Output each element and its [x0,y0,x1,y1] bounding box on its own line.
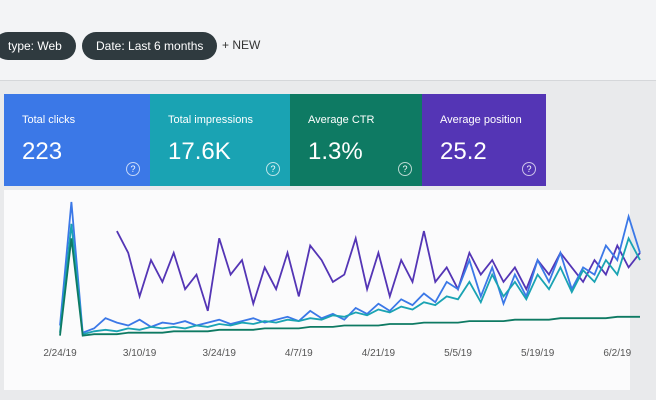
metric-value: 17.6K [168,138,231,165]
help-icon: ? [126,162,140,176]
new-label: NEW [232,38,261,52]
chart-background [4,190,630,390]
metric-value: 223 [22,138,63,165]
filter-chip[interactable]: type: Web [0,32,76,60]
series-line [59,238,640,337]
metric-card[interactable]: Average CTR 1.3%? [290,94,422,186]
x-tick-label: 3/10/19 [123,348,157,359]
metric-value: 25.2 [440,138,487,165]
filter-chip[interactable]: Date: Last 6 months [82,32,218,60]
x-tick-label: 6/2/19 [603,348,631,359]
metric-label: Average CTR [308,114,375,126]
metric-label: Total impressions [168,114,253,126]
metric-card[interactable]: Total impressions 17.6K? [150,94,290,186]
metric-value: 1.3% [308,138,363,165]
metric-card[interactable]: Average position 25.2? [422,94,546,186]
help-icon: ? [266,162,280,176]
chart: 2/24/19 3/10/19 3/24/19 4/7/19 4/21/19 5/5/19… [4,190,641,390]
metric-label: Total clicks [22,114,76,126]
metric-card[interactable]: Total clicks 223? [4,94,150,186]
metric-label: Average position [440,114,522,126]
new-button[interactable]: + NEW [222,38,261,52]
x-tick-label: 2/24/19 [43,348,77,359]
series-line [116,230,641,312]
x-tick-label: 5/5/19 [444,348,472,359]
series-line [59,223,641,336]
x-tick-label: 4/21/19 [362,348,396,359]
x-tick-label: 4/7/19 [285,348,313,359]
toolbar: type: Web Date: Last 6 months + NEW [0,0,656,81]
help-icon: ? [398,162,412,176]
x-tick-label: 3/24/19 [203,348,237,359]
help-icon: ? [522,162,536,176]
x-tick-label: 5/19/19 [521,348,555,359]
